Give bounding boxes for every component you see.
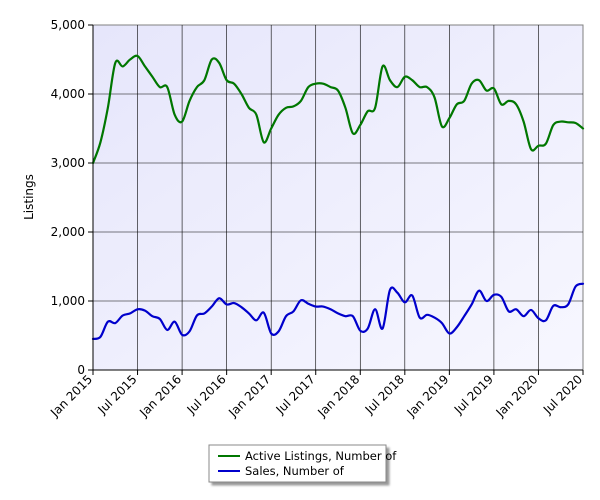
legend-box — [208, 444, 387, 483]
x-tick-label: Jan 2016 — [136, 372, 184, 420]
x-tick-label: Jul 2017 — [273, 372, 318, 417]
x-tick-label: Jan 2017 — [225, 372, 273, 420]
x-tick-label: Jul 2020 — [540, 372, 585, 417]
grid-lines — [93, 25, 583, 370]
x-tick-label: Jul 2016 — [184, 372, 229, 417]
y-tick-label: 4,000 — [51, 87, 85, 101]
series-line-active-listings — [91, 54, 585, 165]
legend-label-sales: Sales, Number of — [245, 464, 345, 478]
y-axis-ticks: 0 1,000 2,000 3,000 4,000 5,000 — [51, 18, 93, 377]
x-tick-label: Jul 2019 — [451, 372, 496, 417]
y-tick-label: 5,000 — [51, 18, 85, 32]
x-tick-label: Jan 2018 — [314, 372, 362, 420]
y-tick-label: 0 — [77, 363, 85, 377]
series-lines — [91, 54, 585, 341]
legend — [208, 444, 387, 483]
x-tick-label: Jan 2019 — [404, 372, 452, 420]
legend-label-active-listings: Active Listings, Number of — [245, 449, 397, 463]
y-axis-title: Listings — [22, 174, 36, 220]
x-tick-label: Jul 2015 — [95, 372, 140, 417]
x-tick-label: Jul 2018 — [362, 372, 407, 417]
y-tick-label: 2,000 — [51, 225, 85, 239]
plot-area — [92, 24, 584, 371]
y-tick-label: 1,000 — [51, 294, 85, 308]
series-line-sales — [91, 282, 585, 341]
y-tick-label: 3,000 — [51, 156, 85, 170]
x-tick-label: Jan 2015 — [47, 372, 95, 420]
x-tick-label: Jan 2020 — [493, 372, 541, 420]
